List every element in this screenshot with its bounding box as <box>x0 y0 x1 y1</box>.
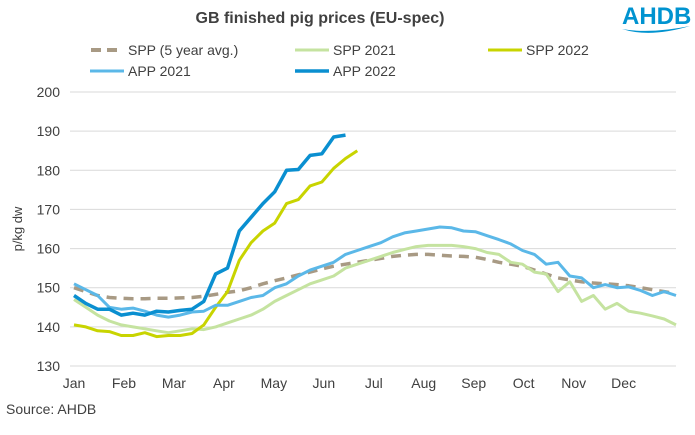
series-line-spp-2022 <box>73 149 359 339</box>
x-tick-label: Jul <box>365 375 383 391</box>
y-tick-label: 140 <box>37 319 61 335</box>
y-tick-label: 130 <box>37 358 61 374</box>
x-tick-label: Dec <box>611 375 636 391</box>
legend-label: SPP 2021 <box>333 42 396 58</box>
legend-item-app-2021: APP 2021 <box>90 63 191 79</box>
x-tick-label: Apr <box>213 375 235 391</box>
legend-swatch <box>295 48 329 52</box>
x-tick-label: Sep <box>461 375 486 391</box>
legend-item-spp-5yr: SPP (5 year avg.) <box>90 42 238 58</box>
y-tick-label: 190 <box>37 123 61 139</box>
y-tick-label: 170 <box>37 201 61 217</box>
x-tick-label: Jan <box>63 375 86 391</box>
x-tick-label: Aug <box>411 375 436 391</box>
chart-title: GB finished pig prices (EU-spec) <box>195 10 445 27</box>
svg-text:AHDB: AHDB <box>622 3 691 30</box>
y-axis-label: p/kg dw <box>10 206 25 251</box>
legend-swatch <box>488 48 522 52</box>
x-tick-label: Mar <box>162 375 186 391</box>
series-line-app-2022 <box>73 133 346 317</box>
legend-item-spp-2021: SPP 2021 <box>295 42 396 58</box>
ahdb-logo: AHDB <box>622 3 691 33</box>
legend-swatch <box>295 69 329 73</box>
legend-swatch <box>90 69 124 73</box>
y-tick-label: 180 <box>37 162 61 178</box>
legend-label: SPP (5 year avg.) <box>128 42 239 58</box>
legend-item-app-2022: APP 2022 <box>295 63 396 79</box>
legend-label: APP 2021 <box>128 63 191 79</box>
legend-swatch <box>91 48 123 52</box>
legend-item-spp-2022: SPP 2022 <box>488 42 589 58</box>
series-line-spp-5-year-avg <box>73 252 677 301</box>
x-tick-label: May <box>261 375 287 391</box>
y-tick-label: 160 <box>37 241 61 257</box>
y-tick-label: 200 <box>37 84 61 100</box>
x-tick-label: Jun <box>313 375 336 391</box>
x-tick-label: Oct <box>513 375 535 391</box>
legend-label: SPP 2022 <box>526 42 589 58</box>
x-tick-label: Feb <box>112 375 136 391</box>
legend-label: APP 2022 <box>333 63 396 79</box>
series-line-spp-2021 <box>73 243 677 335</box>
y-tick-label: 150 <box>37 280 61 296</box>
source-note: Source: AHDB <box>6 401 97 417</box>
series-line-app-2021 <box>73 225 677 319</box>
x-tick-label: Nov <box>561 375 586 391</box>
